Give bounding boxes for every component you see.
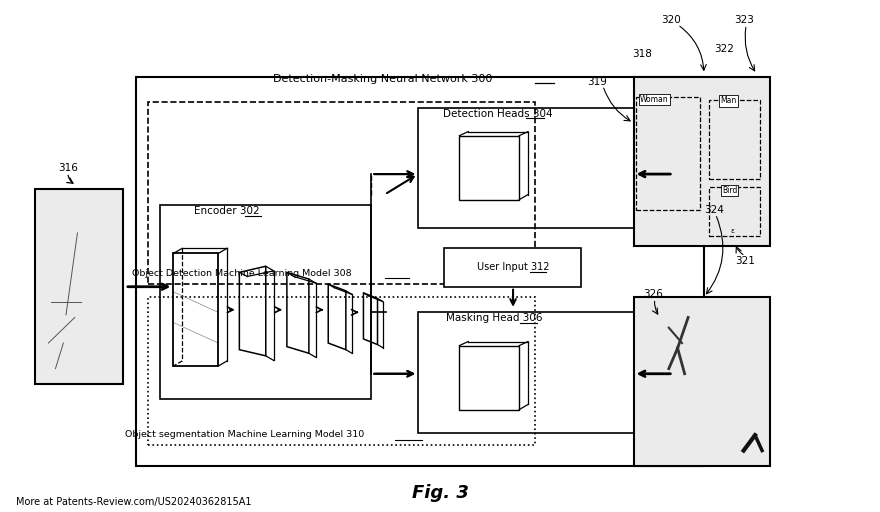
Text: 321: 321	[736, 256, 755, 266]
Text: Bird: Bird	[722, 186, 737, 195]
Text: 319: 319	[587, 77, 606, 87]
Bar	[136, 77, 704, 466]
Text: 324: 324	[705, 205, 724, 215]
Text: Fig. 3: Fig. 3	[412, 483, 468, 502]
Text: User Input 312: User Input 312	[477, 262, 549, 272]
Text: Object segmentation Machine Learning Model 310: Object segmentation Machine Learning Mod…	[125, 430, 364, 439]
Text: 318: 318	[633, 49, 652, 59]
Bar	[160, 205, 371, 399]
Text: 326: 326	[643, 289, 663, 300]
Text: Object Detection Machine Learning Model 308: Object Detection Machine Learning Model …	[132, 268, 352, 278]
Text: 316: 316	[58, 163, 77, 173]
Text: Man: Man	[721, 96, 737, 105]
Text: Encoder 302: Encoder 302	[194, 206, 260, 217]
Text: 322: 322	[715, 44, 734, 54]
Bar	[148, 102, 535, 284]
Bar	[634, 297, 770, 466]
Text: 320: 320	[661, 15, 680, 26]
Bar	[636, 97, 700, 210]
Text: More at Patents-Review.com/US20240362815A1: More at Patents-Review.com/US20240362815…	[16, 497, 252, 507]
Text: Detection Heads 304: Detection Heads 304	[444, 109, 553, 119]
Bar	[709, 100, 760, 179]
Bar	[709, 187, 760, 236]
Bar	[418, 108, 673, 228]
Bar	[35, 189, 123, 384]
Text: Woman: Woman	[640, 95, 669, 104]
Bar	[459, 136, 519, 200]
Bar	[148, 297, 535, 445]
Text: Detection-Masking Neural Network 300: Detection-Masking Neural Network 300	[273, 74, 493, 84]
Bar	[444, 248, 581, 287]
Bar	[418, 312, 673, 433]
Bar	[634, 77, 770, 246]
Bar	[459, 346, 519, 410]
Text: 323: 323	[734, 15, 753, 26]
Text: ε: ε	[730, 228, 734, 234]
Text: Masking Head 306: Masking Head 306	[446, 313, 543, 324]
